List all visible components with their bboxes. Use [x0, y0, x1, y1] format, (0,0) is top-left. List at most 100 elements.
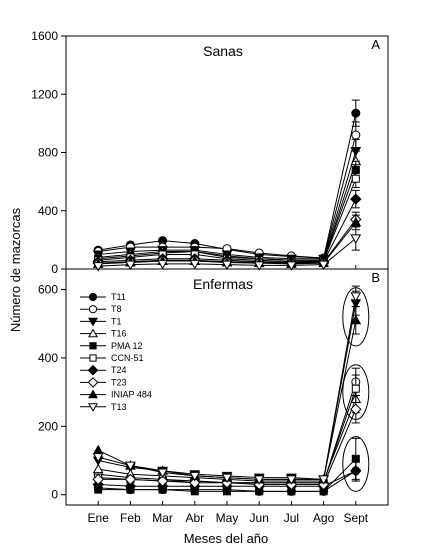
- x-tick-label: Mar: [152, 511, 173, 525]
- series-t8: [93, 121, 361, 263]
- series-t16: [92, 384, 362, 486]
- legend-item-ccn-51: CCN-51: [80, 353, 144, 363]
- y-tick-label: 600: [38, 283, 58, 297]
- y-tick-label: 400: [38, 204, 58, 218]
- data-point: [92, 444, 104, 455]
- legend-item-pma-12: PMA 12: [80, 341, 143, 351]
- panel-letter: A: [371, 37, 380, 52]
- data-point: [350, 465, 362, 477]
- data-point: [350, 314, 362, 325]
- legend-label: CCN-51: [111, 353, 144, 363]
- legend-marker: [88, 305, 98, 314]
- legend-item-iniap-484: INIAP 484: [80, 389, 152, 400]
- plot-frame: [65, 35, 389, 270]
- data-point: [351, 174, 360, 183]
- series-line: [98, 150, 357, 260]
- y-tick-label: 200: [38, 419, 58, 433]
- legend-item-t16: T16: [80, 328, 127, 339]
- data-point: [318, 260, 329, 271]
- legend-marker: [88, 292, 98, 302]
- y-axis-title: Número de mazorcas: [8, 207, 23, 332]
- series-t11: [93, 99, 361, 263]
- y-tick-label: 1200: [31, 87, 58, 101]
- panel-sanas: 0 400 800 1200 1600 Sanas A: [31, 29, 389, 276]
- y-tick-label: 1600: [31, 29, 58, 43]
- series-line: [98, 296, 357, 480]
- series-line: [98, 398, 357, 482]
- series-line: [98, 134, 357, 259]
- legend-marker: [87, 377, 99, 388]
- legend-label: PMA 12: [111, 341, 143, 351]
- y-tick-label: 800: [38, 146, 58, 160]
- legend-item-t8: T8: [80, 304, 122, 314]
- series-line: [98, 113, 357, 259]
- data-point: [125, 260, 136, 271]
- data-point: [318, 475, 329, 485]
- data-point: [189, 471, 201, 482]
- data-point: [350, 234, 362, 244]
- data-point: [351, 384, 360, 393]
- legend-label: INIAP 484: [111, 390, 152, 400]
- series-t1: [92, 290, 362, 485]
- legend-marker: [88, 317, 98, 327]
- x-tick-label: Jul: [284, 511, 299, 525]
- legend-marker: [88, 328, 98, 338]
- legend-item-t24: T24: [80, 364, 127, 376]
- legend-item-t1: T1: [80, 316, 122, 327]
- x-tick-label: Jun: [250, 511, 269, 525]
- data-point: [286, 475, 297, 485]
- data-point: [124, 473, 137, 486]
- legend-label: T24: [111, 365, 127, 375]
- data-point: [221, 473, 233, 484]
- legend-marker: [87, 364, 99, 376]
- data-point: [351, 130, 361, 140]
- data-point: [253, 475, 265, 485]
- data-point: [351, 108, 361, 118]
- data-point: [189, 477, 201, 489]
- data-point: [92, 453, 104, 463]
- legend-label: T8: [111, 304, 122, 314]
- panel-title: Enfermas: [193, 276, 253, 292]
- legend-marker: [88, 389, 98, 399]
- legend: T11 T8 T1 T16 PMA 12 CCN-51 T24 T23 INIAP 484 T13: [80, 292, 152, 412]
- data-point: [350, 216, 362, 227]
- data-point: [124, 480, 137, 492]
- data-point: [253, 261, 265, 271]
- legend-label: T11: [111, 292, 126, 302]
- data-point: [350, 292, 362, 302]
- x-axis: Ene Feb Mar Abr May Jun Jul Ago Sept: [88, 511, 369, 525]
- y-tick-label: 0: [51, 488, 58, 502]
- series-t13: [92, 226, 362, 272]
- data-point: [221, 260, 233, 271]
- x-tick-label: Abr: [185, 511, 204, 525]
- legend-label: T23: [111, 377, 127, 387]
- series-line: [98, 388, 357, 484]
- x-tick-label: Ago: [313, 511, 335, 525]
- x-tick-label: May: [216, 511, 239, 525]
- data-point: [286, 261, 297, 271]
- highlight-ellipse: [342, 436, 370, 492]
- data-point: [92, 473, 104, 486]
- legend-label: T16: [111, 329, 127, 339]
- data-point: [157, 259, 168, 270]
- x-axis-title: Meses del año: [184, 531, 269, 546]
- data-point: [157, 468, 168, 479]
- data-point: [92, 463, 104, 474]
- legend-item-t23: T23: [80, 377, 127, 388]
- legend-marker: [89, 342, 97, 350]
- legend-item-t13: T13: [80, 402, 127, 412]
- data-point: [350, 193, 362, 205]
- data-point: [350, 403, 362, 415]
- data-point: [125, 461, 136, 472]
- legend-marker: [89, 354, 97, 362]
- legend-label: T1: [111, 316, 122, 326]
- y-tick-label: 400: [38, 351, 58, 365]
- panel-enfermas: 0 200 400 600 Enfermas B: [38, 268, 389, 506]
- series-t13: [92, 285, 362, 485]
- panel-letter: B: [371, 270, 380, 285]
- x-tick-label: Sept: [343, 511, 368, 525]
- data-point: [156, 475, 169, 487]
- data-point: [92, 262, 104, 272]
- y-tick-label: 0: [51, 262, 58, 276]
